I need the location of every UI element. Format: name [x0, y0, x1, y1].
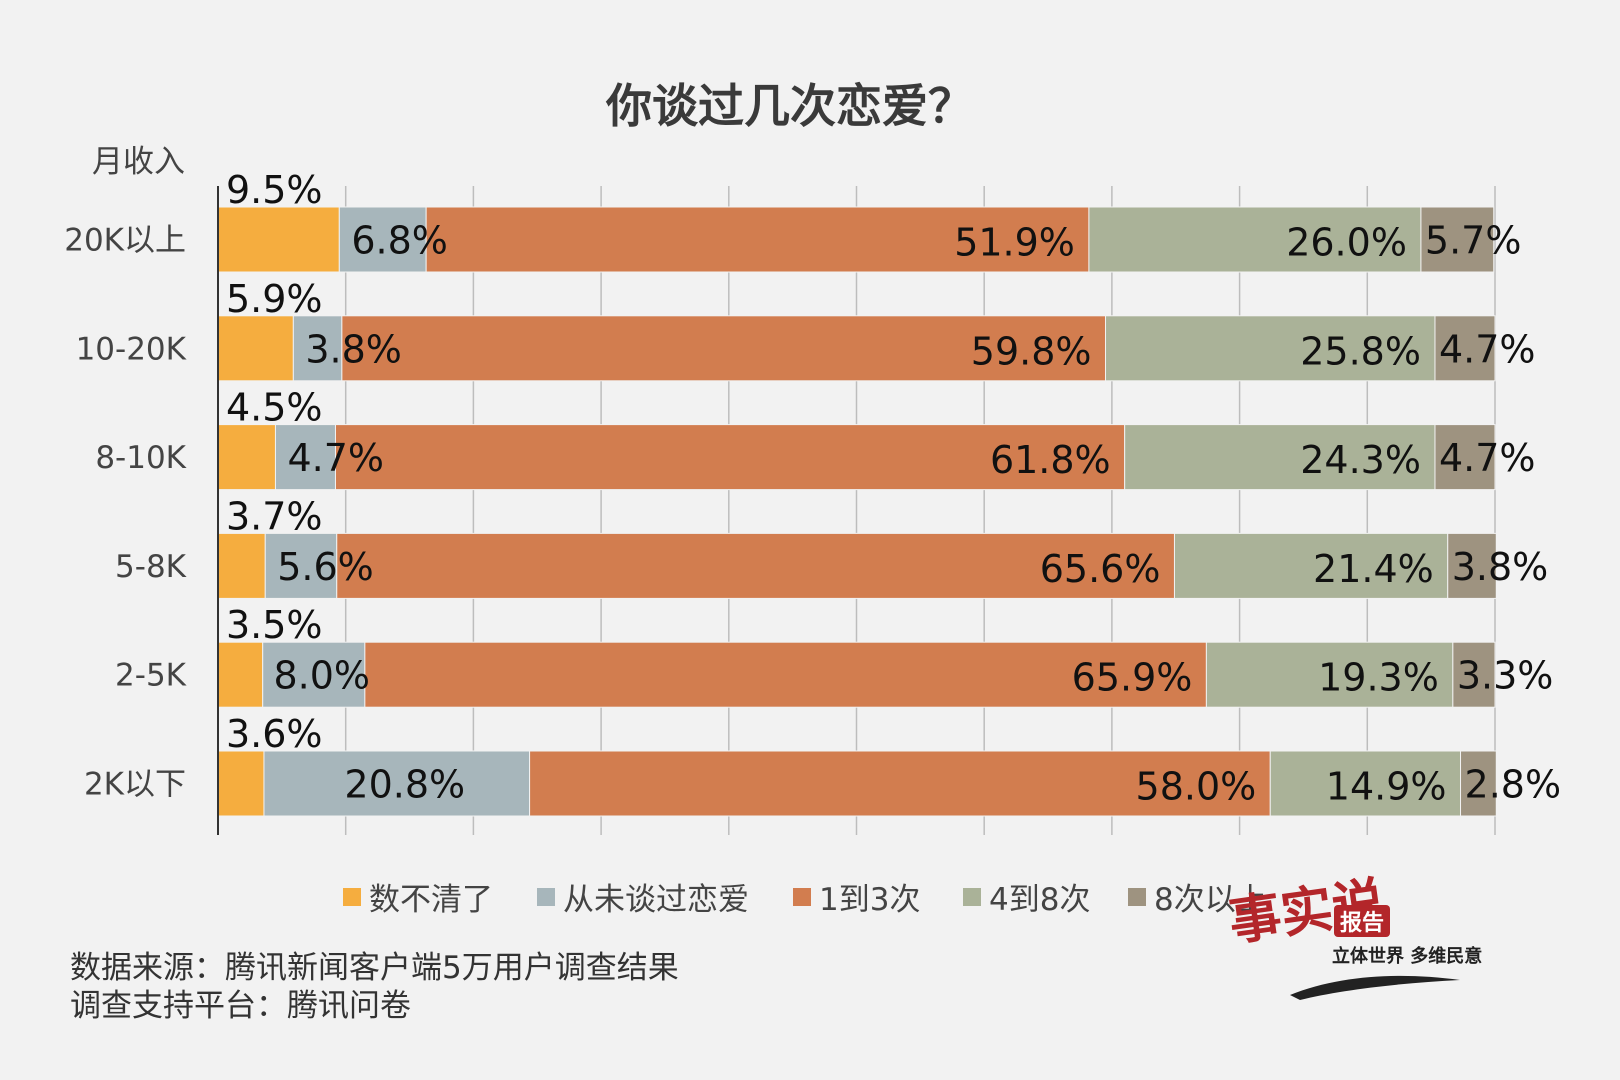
gridlines — [344, 186, 1496, 835]
brand-slogan: 立体世界 多维民意 — [1332, 945, 1482, 967]
data-label: 6.8% — [351, 219, 448, 263]
chart-title: 你谈过几次恋爱？ — [605, 79, 974, 133]
legend-swatch — [793, 888, 811, 906]
source-line-1: 数据来源：腾讯新闻客户端5万用户调查结果 — [70, 950, 679, 986]
bar-segment — [217, 532, 266, 599]
bar-segment — [341, 315, 1107, 382]
bar-segment — [292, 315, 343, 382]
bar-segment — [336, 532, 1175, 599]
data-labels: 9.5% 6.8% 51.9% 26.0% 5.7% 5.9% 3.8% 59.8% 25.8%… — [226, 168, 1561, 809]
bar-segment — [1420, 206, 1495, 273]
data-label: 4.7% — [1439, 327, 1536, 371]
bar-segment — [263, 750, 531, 817]
data-label: 9.5% — [226, 168, 323, 212]
legend-label: 数不清了 — [369, 882, 493, 918]
category-labels: 20K以上 10-20K 8-10K 5-8K 2-5K 2K以下 — [64, 223, 186, 803]
data-label: 19.3% — [1318, 656, 1439, 700]
data-label: 3.5% — [226, 603, 323, 647]
bar-segment — [217, 641, 264, 708]
data-label: 3.7% — [226, 494, 323, 538]
bar-segment — [1173, 532, 1449, 599]
bar-segment — [1460, 750, 1497, 817]
category-label: 2K以下 — [84, 767, 186, 803]
bar-segment — [217, 750, 265, 817]
legend-label: 从未谈过恋爱 — [563, 882, 749, 918]
legend-label: 1到3次 — [819, 882, 920, 918]
bar-segment — [1452, 641, 1496, 708]
legend-label: 8次以上 — [1154, 882, 1267, 918]
bar-segment — [217, 206, 340, 273]
source-line-2: 调查支持平台：腾讯问卷 — [70, 988, 411, 1024]
brush-stroke-icon — [1290, 975, 1460, 1000]
bar-segment — [1105, 315, 1436, 382]
bar-segment — [1088, 206, 1422, 273]
y-axis-label: 月收入 — [92, 144, 185, 180]
bar-segment — [264, 532, 338, 599]
data-label: 4.7% — [287, 436, 384, 480]
bar-segment — [1269, 750, 1462, 817]
data-label: 24.3% — [1300, 438, 1421, 482]
bar-segment — [217, 424, 276, 491]
data-label: 65.9% — [1072, 656, 1193, 700]
data-label: 4.5% — [226, 386, 323, 430]
data-label: 3.8% — [305, 327, 402, 371]
data-label: 65.6% — [1040, 547, 1161, 591]
bar-segment — [1447, 532, 1497, 599]
bar-segment — [274, 424, 336, 491]
category-label: 10-20K — [76, 331, 187, 367]
data-label: 58.0% — [1136, 765, 1257, 809]
bar-segment — [338, 206, 427, 273]
data-label: 3.8% — [1452, 545, 1549, 589]
bar-segment — [1124, 424, 1436, 491]
data-label: 51.9% — [954, 221, 1075, 265]
data-label: 21.4% — [1313, 547, 1434, 591]
bar-segment — [217, 315, 294, 382]
data-label: 25.8% — [1300, 329, 1421, 373]
legend-swatch — [537, 888, 555, 906]
data-label: 8.0% — [274, 654, 371, 698]
legend: 数不清了 从未谈过恋爱 1到3次 4到8次 8次以上 — [343, 882, 1267, 918]
data-label: 26.0% — [1286, 221, 1407, 265]
brand-logo: 事实说 报告 立体世界 多维民意 — [1225, 871, 1482, 1000]
bar-segment — [425, 206, 1090, 273]
data-label: 5.7% — [1425, 219, 1522, 263]
bar-segment — [1434, 315, 1496, 382]
data-label: 5.9% — [226, 277, 323, 321]
bar-segment — [1434, 424, 1496, 491]
category-label: 20K以上 — [64, 223, 186, 259]
data-label: 3.3% — [1457, 654, 1554, 698]
category-label: 8-10K — [95, 440, 186, 476]
data-label: 20.8% — [344, 763, 465, 807]
data-label: 2.8% — [1465, 763, 1562, 807]
bar-segment — [1205, 641, 1454, 708]
legend-swatch — [343, 888, 361, 906]
data-label: 59.8% — [971, 329, 1092, 373]
data-label: 3.6% — [226, 712, 323, 756]
bar-segment — [529, 750, 1271, 817]
bar-segment — [334, 424, 1126, 491]
bar-segment — [364, 641, 1207, 708]
brand-badge-bg — [1334, 905, 1390, 937]
data-label: 61.8% — [990, 438, 1111, 482]
legend-swatch — [1128, 888, 1146, 906]
brand-badge: 报告 — [1340, 911, 1384, 936]
legend-swatch — [963, 888, 981, 906]
data-label: 5.6% — [277, 545, 374, 589]
data-label: 14.9% — [1326, 765, 1447, 809]
legend-label: 4到8次 — [989, 882, 1090, 918]
category-label: 5-8K — [115, 549, 187, 585]
bars — [217, 206, 1497, 817]
category-label: 2-5K — [115, 658, 187, 694]
data-label: 4.7% — [1439, 436, 1536, 480]
